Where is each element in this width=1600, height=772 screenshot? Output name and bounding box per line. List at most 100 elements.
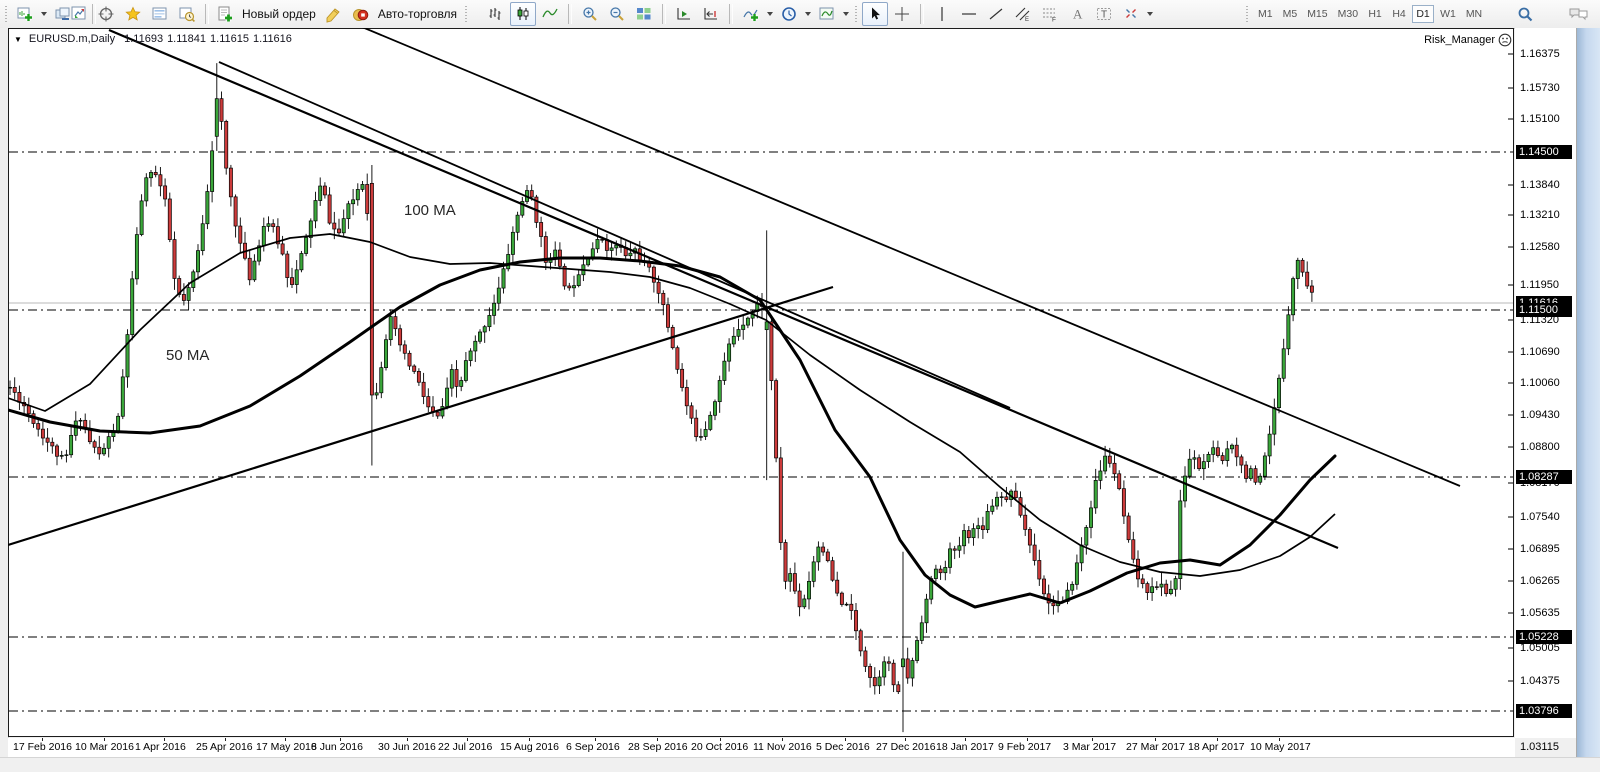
arrows-tool[interactable] xyxy=(1118,2,1144,26)
zoom-in-button[interactable] xyxy=(577,2,603,26)
horizontal-line-tool[interactable] xyxy=(956,2,982,26)
date-tick: 17 Feb 2016 xyxy=(13,741,72,753)
indicators-button[interactable] xyxy=(738,2,764,26)
horizontal-level-lines[interactable] xyxy=(9,151,1513,712)
search-icon[interactable] xyxy=(1512,2,1538,26)
toolbar-separator xyxy=(205,4,209,24)
date-tick: 27 Dec 2016 xyxy=(876,741,936,753)
price-tick: 1.12580 xyxy=(1520,241,1560,253)
periods-dropdown-caret[interactable] xyxy=(805,12,811,16)
date-tick-mark xyxy=(104,738,105,741)
date-tick: 28 Sep 2016 xyxy=(628,741,688,753)
vertical-line-tool[interactable] xyxy=(929,2,955,26)
chart-collapse-icon[interactable]: ▼ xyxy=(14,34,22,44)
date-tick: 17 May 2016 xyxy=(256,741,317,753)
toolbar-drag-handle[interactable] xyxy=(4,4,9,24)
arrows-dropdown-caret[interactable] xyxy=(1147,12,1153,16)
toolbar-drag-handle[interactable] xyxy=(464,4,470,24)
chat-icon[interactable] xyxy=(1565,2,1591,26)
price-tick: 1.07540 xyxy=(1520,511,1560,523)
chart-canvas[interactable] xyxy=(8,28,1514,737)
date-tick: 15 Aug 2016 xyxy=(500,741,559,753)
autotrading-icon[interactable] xyxy=(348,2,374,26)
strategy-tester-button[interactable] xyxy=(174,2,200,26)
crosshair-tool-button[interactable] xyxy=(889,2,915,26)
chart-shift-button[interactable] xyxy=(698,2,724,26)
toolbar-group-panels xyxy=(66,0,213,28)
tile-windows-button[interactable] xyxy=(631,2,657,26)
timeframe-m15[interactable]: M15 xyxy=(1307,8,1328,20)
templates-button[interactable] xyxy=(814,2,840,26)
date-tick-mark xyxy=(965,738,966,741)
market-watch-button[interactable] xyxy=(66,2,92,26)
price-axis[interactable]: 1.16375 1.15730 1.15100 1.13840 1.13210 1.125… xyxy=(1515,28,1576,753)
timeframe-h4[interactable]: H4 xyxy=(1392,8,1406,20)
data-window-button[interactable] xyxy=(93,2,119,26)
toolbar-drag-handle[interactable] xyxy=(854,4,859,24)
timeframe-d1[interactable]: D1 xyxy=(1412,5,1435,23)
ma-100-line xyxy=(8,233,1336,577)
autotrading-label[interactable]: Авто-торговля xyxy=(377,7,458,21)
timeframe-h1[interactable]: H1 xyxy=(1368,8,1382,20)
toolbar-group-chart-view: E F A T xyxy=(483,0,1155,28)
date-tick: 1 Apr 2016 xyxy=(135,741,186,753)
profiles-button[interactable] xyxy=(50,2,76,26)
new-chart-button[interactable] xyxy=(12,2,38,26)
cursor-tool-button[interactable] xyxy=(862,2,888,26)
new-order-icon[interactable] xyxy=(212,2,238,26)
date-tick: 22 Jul 2016 xyxy=(438,741,493,753)
price-tick: 1.03115 xyxy=(1520,741,1559,753)
time-axis[interactable]: 17 Feb 2016 10 Mar 2016 1 Apr 2016 25 Apr 2… xyxy=(8,738,1515,757)
timeframe-m30[interactable]: M30 xyxy=(1337,8,1359,20)
text-label-tool[interactable]: T xyxy=(1091,2,1117,26)
date-tick: 10 Mar 2016 xyxy=(75,741,134,753)
toolbar-separator xyxy=(568,4,572,24)
svg-text:T: T xyxy=(1101,10,1107,21)
ma-label-50-ma[interactable]: 50 MA xyxy=(166,347,210,364)
text-tool[interactable]: A xyxy=(1064,2,1090,26)
fibonacci-tool[interactable]: F xyxy=(1037,2,1063,26)
timeframe-mn[interactable]: MN xyxy=(1465,8,1483,20)
date-tick: 18 Apr 2017 xyxy=(1188,741,1245,753)
level-price-label: 1.03796 xyxy=(1516,704,1572,718)
timeframe-w1[interactable]: W1 xyxy=(1440,8,1456,20)
timeframe-m5[interactable]: M5 xyxy=(1282,8,1298,20)
candles-layer xyxy=(8,63,1314,733)
timeframe-m1[interactable]: M1 xyxy=(1258,8,1273,20)
trendlines[interactable] xyxy=(8,28,1461,550)
ma-label-100-ma[interactable]: 100 MA xyxy=(404,202,456,219)
periods-button[interactable] xyxy=(776,2,802,26)
svg-text:E: E xyxy=(1025,17,1029,22)
candlestick-type-button[interactable] xyxy=(510,2,536,26)
metaeditor-button[interactable] xyxy=(321,2,347,26)
navigator-button[interactable] xyxy=(120,2,146,26)
timeframe-bar: M1 M5 M15 M30 H1 H4 D1 W1 MN xyxy=(1253,5,1487,23)
price-tick: 1.04375 xyxy=(1520,675,1560,687)
price-tick: 1.13210 xyxy=(1520,209,1560,221)
indicators-dropdown-caret[interactable] xyxy=(767,12,773,16)
date-tick: 30 Jun 2016 xyxy=(378,741,436,753)
new-order-label[interactable]: Новый ордер xyxy=(242,7,316,21)
terminal-button[interactable] xyxy=(147,2,173,26)
equidistant-channel-tool[interactable]: E xyxy=(1010,2,1036,26)
line-chart-type-button[interactable] xyxy=(537,2,563,26)
auto-scroll-button[interactable] xyxy=(671,2,697,26)
date-tick-mark xyxy=(42,738,43,741)
toolbar-separator xyxy=(920,4,924,24)
chart-plot-area[interactable] xyxy=(8,28,1514,737)
svg-text:A: A xyxy=(1073,7,1083,22)
zoom-out-button[interactable] xyxy=(604,2,630,26)
trendline-tool[interactable] xyxy=(983,2,1009,26)
toolbar-drag-handle[interactable] xyxy=(1245,4,1250,24)
date-tick-mark xyxy=(340,738,341,741)
date-tick-mark xyxy=(1217,738,1218,741)
level-price-label: 1.11500 xyxy=(1516,303,1572,317)
level-price-label: 1.05228 xyxy=(1516,630,1572,644)
templates-dropdown-caret[interactable] xyxy=(843,12,849,16)
sad-smiley-icon[interactable] xyxy=(1498,33,1512,47)
bar-chart-type-button[interactable] xyxy=(483,2,509,26)
date-tick-mark xyxy=(845,738,846,741)
date-tick-mark xyxy=(1155,738,1156,741)
new-chart-dropdown-caret[interactable] xyxy=(41,12,47,16)
toolbar-separator xyxy=(662,4,666,24)
